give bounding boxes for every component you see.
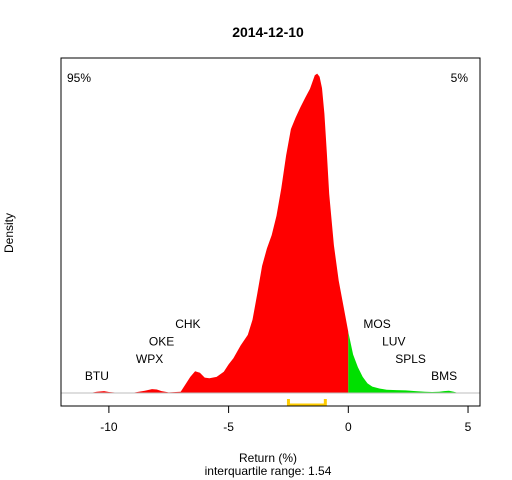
density-area-below-threshold: [89, 73, 349, 393]
chart-title: 2014-12-10: [232, 24, 304, 40]
iqr-subtitle: interquartile range: 1.54: [205, 464, 332, 478]
x-axis: -10 -5 0 5: [100, 405, 472, 434]
iqr-bracket: [286, 399, 327, 407]
x-tick-label: -10: [100, 420, 118, 434]
stock-label-chk: CHK: [175, 317, 200, 331]
stock-label-luv: LUV: [382, 334, 405, 348]
density-area-above-threshold: [348, 332, 459, 393]
stock-label-spls: SPLS: [395, 352, 426, 366]
right-tail-percent: 5%: [451, 71, 469, 85]
y-axis-label: Density: [2, 213, 16, 253]
x-axis-label: Return (%): [239, 451, 297, 465]
stock-label-btu: BTU: [85, 369, 109, 383]
plot-area: [60, 57, 481, 407]
stock-label-mos: MOS: [363, 317, 390, 331]
left-tail-percent: 95%: [67, 71, 91, 85]
stock-label-bms: BMS: [431, 369, 457, 383]
x-tick-label: 5: [465, 420, 472, 434]
stock-label-wpx: WPX: [136, 352, 163, 366]
x-tick-label: 0: [345, 420, 352, 434]
stock-label-oke: OKE: [149, 334, 174, 348]
x-tick-label: -5: [223, 420, 234, 434]
